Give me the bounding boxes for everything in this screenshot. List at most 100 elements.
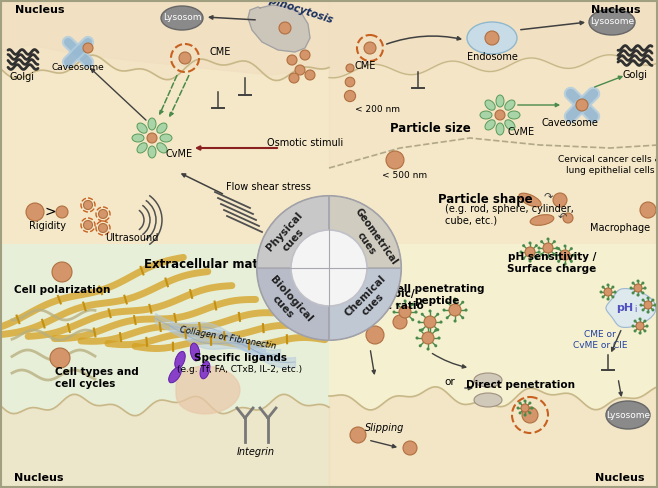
Circle shape [461,316,465,319]
Ellipse shape [161,6,203,30]
Circle shape [393,310,395,313]
Circle shape [99,224,107,232]
Ellipse shape [137,143,147,153]
Text: Caveosome: Caveosome [542,118,598,128]
Text: Specific ligands: Specific ligands [193,353,286,363]
Text: Direct penetration: Direct penetration [465,380,574,390]
Circle shape [540,253,543,256]
Circle shape [528,411,532,414]
Circle shape [560,250,570,260]
Circle shape [607,284,609,286]
Circle shape [543,243,553,253]
Circle shape [436,313,440,316]
Bar [329,244,658,488]
Circle shape [651,308,655,311]
Circle shape [644,320,646,323]
Circle shape [434,329,438,332]
Text: CME: CME [354,61,376,71]
Text: Physical
cues: Physical cues [265,211,313,261]
Circle shape [420,313,424,316]
Circle shape [84,221,93,229]
Text: Lysosom: Lysosom [163,14,201,22]
Text: or: or [445,377,455,387]
Circle shape [386,151,404,169]
Circle shape [418,329,422,332]
Text: Slipping: Slipping [365,423,405,433]
Ellipse shape [496,95,504,107]
Circle shape [83,43,93,53]
Circle shape [653,304,657,306]
Wedge shape [329,268,401,340]
Circle shape [520,250,522,253]
Circle shape [563,213,573,223]
Text: Particle size: Particle size [390,122,470,135]
Text: Cell penetrating
peptide: Cell penetrating peptide [390,284,485,306]
Text: Macropinocytosis: Macropinocytosis [235,0,335,25]
Circle shape [604,288,612,296]
Circle shape [535,244,538,247]
Text: Cell types and
cell cycles: Cell types and cell cycles [55,367,139,389]
Wedge shape [257,268,329,340]
Circle shape [611,295,615,299]
Polygon shape [248,5,310,52]
Circle shape [634,329,636,332]
Ellipse shape [137,123,147,133]
Circle shape [522,244,525,247]
Circle shape [636,322,644,330]
Ellipse shape [485,100,495,110]
Circle shape [305,70,315,80]
Circle shape [411,303,415,305]
Circle shape [465,308,467,311]
Ellipse shape [148,118,156,130]
Ellipse shape [505,100,515,110]
Circle shape [399,306,411,318]
Circle shape [563,244,567,247]
Circle shape [417,321,420,324]
Circle shape [599,290,603,293]
Circle shape [517,407,520,409]
Text: < 500 nm: < 500 nm [382,170,427,180]
Circle shape [555,246,559,249]
Circle shape [420,328,424,331]
Circle shape [553,193,567,207]
Circle shape [147,133,157,143]
Text: Rigidity: Rigidity [28,221,66,231]
Text: Macrophage: Macrophage [590,223,650,233]
Circle shape [547,238,549,241]
Circle shape [636,280,640,283]
Circle shape [640,304,642,306]
Circle shape [287,55,297,65]
Text: < 200 nm: < 200 nm [355,105,400,115]
Circle shape [364,42,376,54]
Circle shape [418,344,422,347]
Text: >: > [44,205,56,219]
Ellipse shape [168,367,182,383]
Circle shape [366,326,384,344]
Circle shape [632,282,634,285]
Ellipse shape [148,146,156,158]
Text: Nucleus: Nucleus [15,5,64,15]
Circle shape [642,308,645,311]
Circle shape [485,31,499,45]
Text: Extracellular matrix: Extracellular matrix [144,259,276,271]
Circle shape [522,257,525,260]
Circle shape [279,22,291,34]
Circle shape [528,242,532,244]
Text: Caveosome: Caveosome [51,63,105,73]
Text: Chemical
cues: Chemical cues [342,273,395,326]
Text: Golgi: Golgi [9,72,34,82]
Ellipse shape [157,143,167,153]
Circle shape [422,332,434,344]
Ellipse shape [157,123,167,133]
Circle shape [640,202,656,218]
Text: Cell polarization: Cell polarization [14,285,110,295]
Text: Golgi: Golgi [622,70,647,80]
Circle shape [555,253,557,257]
Circle shape [632,325,634,327]
Circle shape [495,110,505,120]
Text: Hydrophobic/
hydrophilic ratio: Hydrophobic/ hydrophilic ratio [326,289,424,311]
Circle shape [634,320,636,323]
Text: Nucleus: Nucleus [590,5,640,15]
Circle shape [570,247,573,250]
Ellipse shape [474,373,502,387]
